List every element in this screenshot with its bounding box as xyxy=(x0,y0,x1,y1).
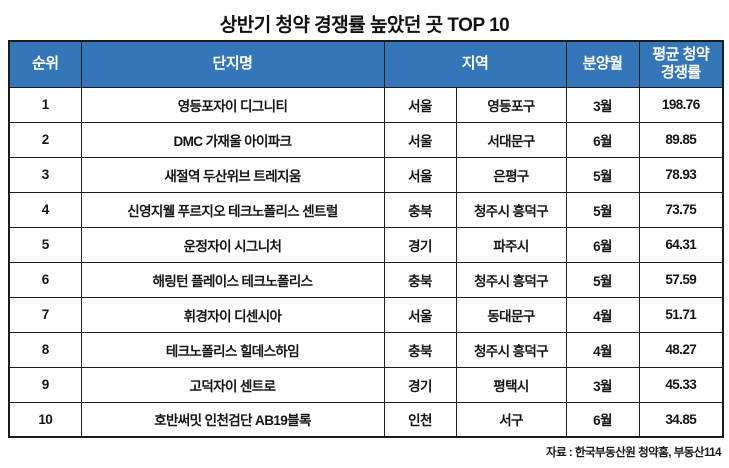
header-sale-month: 분양월 xyxy=(565,40,640,88)
cell-sale-month: 6월 xyxy=(565,121,640,158)
cell-rank: 4 xyxy=(8,191,82,228)
table-row: 10 호반써밋 인천검단 AB19블록 인천 서구 6월 34.85 xyxy=(8,401,724,438)
header-avg-rate-line1: 평균 청약 xyxy=(652,45,710,63)
cell-sale-month: 6월 xyxy=(565,226,640,263)
cell-rank: 6 xyxy=(8,261,82,298)
cell-district: 파주시 xyxy=(455,226,567,263)
cell-sale-month: 3월 xyxy=(565,86,640,123)
cell-province: 서울 xyxy=(383,156,457,193)
table-row: 5 운정자이 시그니처 경기 파주시 6월 64.31 xyxy=(8,226,724,263)
cell-rank: 10 xyxy=(8,401,82,438)
cell-district: 청주시 흥덕구 xyxy=(455,261,567,298)
cell-complex-name: 휘경자이 디센시아 xyxy=(80,296,385,333)
cell-province: 충북 xyxy=(383,261,457,298)
table-row: 1 영등포자이 디그니티 서울 영등포구 3월 198.76 xyxy=(8,86,724,123)
competition-rate-table: 순위 단지명 지역 분양월 평균 청약 경쟁률 1 영등포자이 디그니티 서울 영등포구… xyxy=(8,40,725,438)
table-row: 8 테크노폴리스 힐데스하임 충북 청주시 흥덕구 4월 48.27 xyxy=(8,331,724,368)
cell-province: 서울 xyxy=(383,296,457,333)
source-note: 자료 : 한국부동산원 청약홈, 부동산114 xyxy=(546,447,721,459)
cell-rank: 3 xyxy=(8,156,82,193)
cell-complex-name: 새절역 두산위브 트레지움 xyxy=(80,156,385,193)
cell-province: 인천 xyxy=(383,401,457,438)
cell-avg-rate: 57.59 xyxy=(638,261,724,298)
cell-district: 서대문구 xyxy=(455,121,567,158)
cell-sale-month: 5월 xyxy=(565,191,640,228)
cell-complex-name: 고덕자이 센트로 xyxy=(80,366,385,403)
table-row: 4 신영지웰 푸르지오 테크노폴리스 센트럴 충북 청주시 흥덕구 5월 73.75 xyxy=(8,191,724,228)
cell-complex-name: 신영지웰 푸르지오 테크노폴리스 센트럴 xyxy=(80,191,385,228)
cell-rank: 9 xyxy=(8,366,82,403)
cell-avg-rate: 64.31 xyxy=(638,226,724,263)
cell-province: 서울 xyxy=(383,86,457,123)
table-row: 7 휘경자이 디센시아 서울 동대문구 4월 51.71 xyxy=(8,296,724,333)
cell-complex-name: 테크노폴리스 힐데스하임 xyxy=(80,331,385,368)
table-header-row: 순위 단지명 지역 분양월 평균 청약 경쟁률 xyxy=(8,40,724,88)
cell-province: 경기 xyxy=(383,366,457,403)
cell-district: 영등포구 xyxy=(455,86,567,123)
cell-district: 평택시 xyxy=(455,366,567,403)
cell-avg-rate: 89.85 xyxy=(638,121,724,158)
cell-avg-rate: 34.85 xyxy=(638,401,724,438)
table-row: 3 새절역 두산위브 트레지움 서울 은평구 5월 78.93 xyxy=(8,156,724,193)
header-avg-rate: 평균 청약 경쟁률 xyxy=(638,40,724,88)
table-row: 9 고덕자이 센트로 경기 평택시 3월 45.33 xyxy=(8,366,724,403)
cell-complex-name: 호반써밋 인천검단 AB19블록 xyxy=(80,401,385,438)
cell-rank: 8 xyxy=(8,331,82,368)
cell-sale-month: 3월 xyxy=(565,366,640,403)
cell-complex-name: 해링턴 플레이스 테크노폴리스 xyxy=(80,261,385,298)
cell-avg-rate: 198.76 xyxy=(638,86,724,123)
cell-complex-name: 운정자이 시그니처 xyxy=(80,226,385,263)
header-avg-rate-line2: 경쟁률 xyxy=(660,64,701,82)
table-row: 6 해링턴 플레이스 테크노폴리스 충북 청주시 흥덕구 5월 57.59 xyxy=(8,261,724,298)
cell-sale-month: 4월 xyxy=(565,331,640,368)
cell-complex-name: 영등포자이 디그니티 xyxy=(80,86,385,123)
cell-avg-rate: 78.93 xyxy=(638,156,724,193)
cell-complex-name: DMC 가재울 아이파크 xyxy=(80,121,385,158)
cell-district: 청주시 흥덕구 xyxy=(455,331,567,368)
cell-rank: 5 xyxy=(8,226,82,263)
cell-avg-rate: 48.27 xyxy=(638,331,724,368)
cell-province: 서울 xyxy=(383,121,457,158)
cell-avg-rate: 73.75 xyxy=(638,191,724,228)
header-region: 지역 xyxy=(383,40,567,88)
cell-district: 은평구 xyxy=(455,156,567,193)
table-row: 2 DMC 가재울 아이파크 서울 서대문구 6월 89.85 xyxy=(8,121,724,158)
cell-rank: 1 xyxy=(8,86,82,123)
header-complex-name: 단지명 xyxy=(80,40,385,88)
cell-avg-rate: 51.71 xyxy=(638,296,724,333)
page-title: 상반기 청약 경쟁률 높았던 곳 TOP 10 xyxy=(219,15,510,36)
cell-sale-month: 5월 xyxy=(565,261,640,298)
cell-district: 청주시 흥덕구 xyxy=(455,191,567,228)
cell-province: 경기 xyxy=(383,226,457,263)
cell-rank: 7 xyxy=(8,296,82,333)
cell-district: 서구 xyxy=(455,401,567,438)
cell-sale-month: 6월 xyxy=(565,401,640,438)
cell-district: 동대문구 xyxy=(455,296,567,333)
cell-province: 충북 xyxy=(383,331,457,368)
cell-sale-month: 4월 xyxy=(565,296,640,333)
cell-avg-rate: 45.33 xyxy=(638,366,724,403)
cell-sale-month: 5월 xyxy=(565,156,640,193)
header-rank: 순위 xyxy=(8,40,82,88)
table-body: 1 영등포자이 디그니티 서울 영등포구 3월 198.76 2 DMC 가재울 아이파크 서울… xyxy=(8,86,724,438)
cell-rank: 2 xyxy=(8,121,82,158)
cell-province: 충북 xyxy=(383,191,457,228)
